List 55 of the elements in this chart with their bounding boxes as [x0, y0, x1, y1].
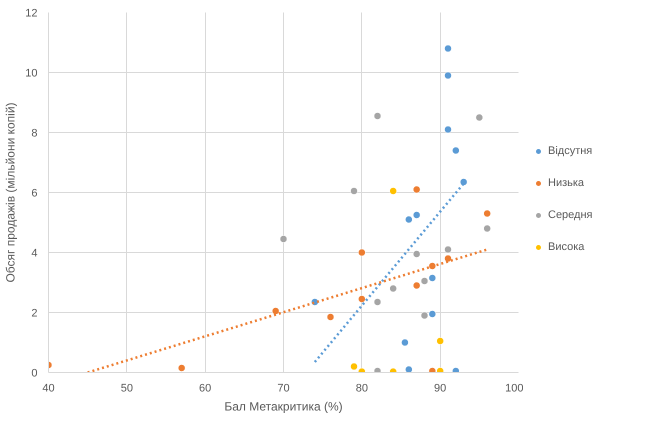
point	[350, 187, 358, 195]
legend-label: Відсутня	[548, 145, 592, 157]
point	[412, 250, 420, 258]
x-tick-label: 80	[356, 382, 368, 394]
y-tick-label: 4	[31, 248, 38, 260]
x-tick-label: 40	[42, 382, 55, 394]
y-axis-title: Обсяг продажів (мільйони копій)	[3, 102, 18, 283]
point	[483, 210, 491, 218]
point	[389, 284, 397, 292]
x-tick-label: 100	[505, 382, 524, 394]
point	[444, 72, 452, 80]
point	[412, 282, 420, 290]
point	[272, 307, 280, 315]
y-tick-label: 8	[31, 128, 38, 140]
point	[374, 112, 382, 120]
y-tick-label: 12	[25, 8, 38, 20]
y-tick-label: 6	[31, 188, 38, 200]
y-tick-label: 2	[31, 308, 38, 320]
point	[350, 362, 358, 370]
point	[405, 216, 413, 224]
point	[428, 262, 436, 270]
point	[436, 337, 444, 345]
point	[178, 364, 186, 372]
point	[476, 114, 484, 122]
x-tick-label: 60	[199, 382, 212, 394]
point	[420, 312, 428, 320]
point	[444, 126, 452, 134]
point	[420, 277, 428, 285]
point	[358, 295, 366, 303]
point	[444, 44, 452, 52]
point	[452, 146, 460, 154]
x-tick-label: 70	[277, 382, 290, 394]
legend-label: Низька	[548, 177, 584, 189]
legend-label: Висока	[548, 241, 584, 253]
x-tick-label: 90	[434, 382, 446, 394]
x-tick-label: 50	[120, 382, 133, 394]
x-axis-title: Бал Метакритика (%)	[224, 400, 343, 414]
point	[460, 178, 468, 186]
point	[428, 274, 436, 282]
y-tick-label: 0	[31, 368, 38, 380]
point	[374, 298, 382, 306]
y-tick-label: 10	[25, 68, 38, 80]
point	[401, 338, 409, 346]
point	[280, 235, 288, 243]
point	[483, 224, 491, 232]
point	[444, 246, 452, 254]
legend-label: Середня	[548, 209, 593, 221]
point	[358, 248, 366, 256]
point	[428, 310, 436, 318]
point	[412, 186, 420, 194]
point	[389, 187, 397, 195]
point	[326, 313, 334, 321]
point	[412, 211, 420, 219]
point	[405, 366, 413, 372]
point	[444, 254, 452, 262]
